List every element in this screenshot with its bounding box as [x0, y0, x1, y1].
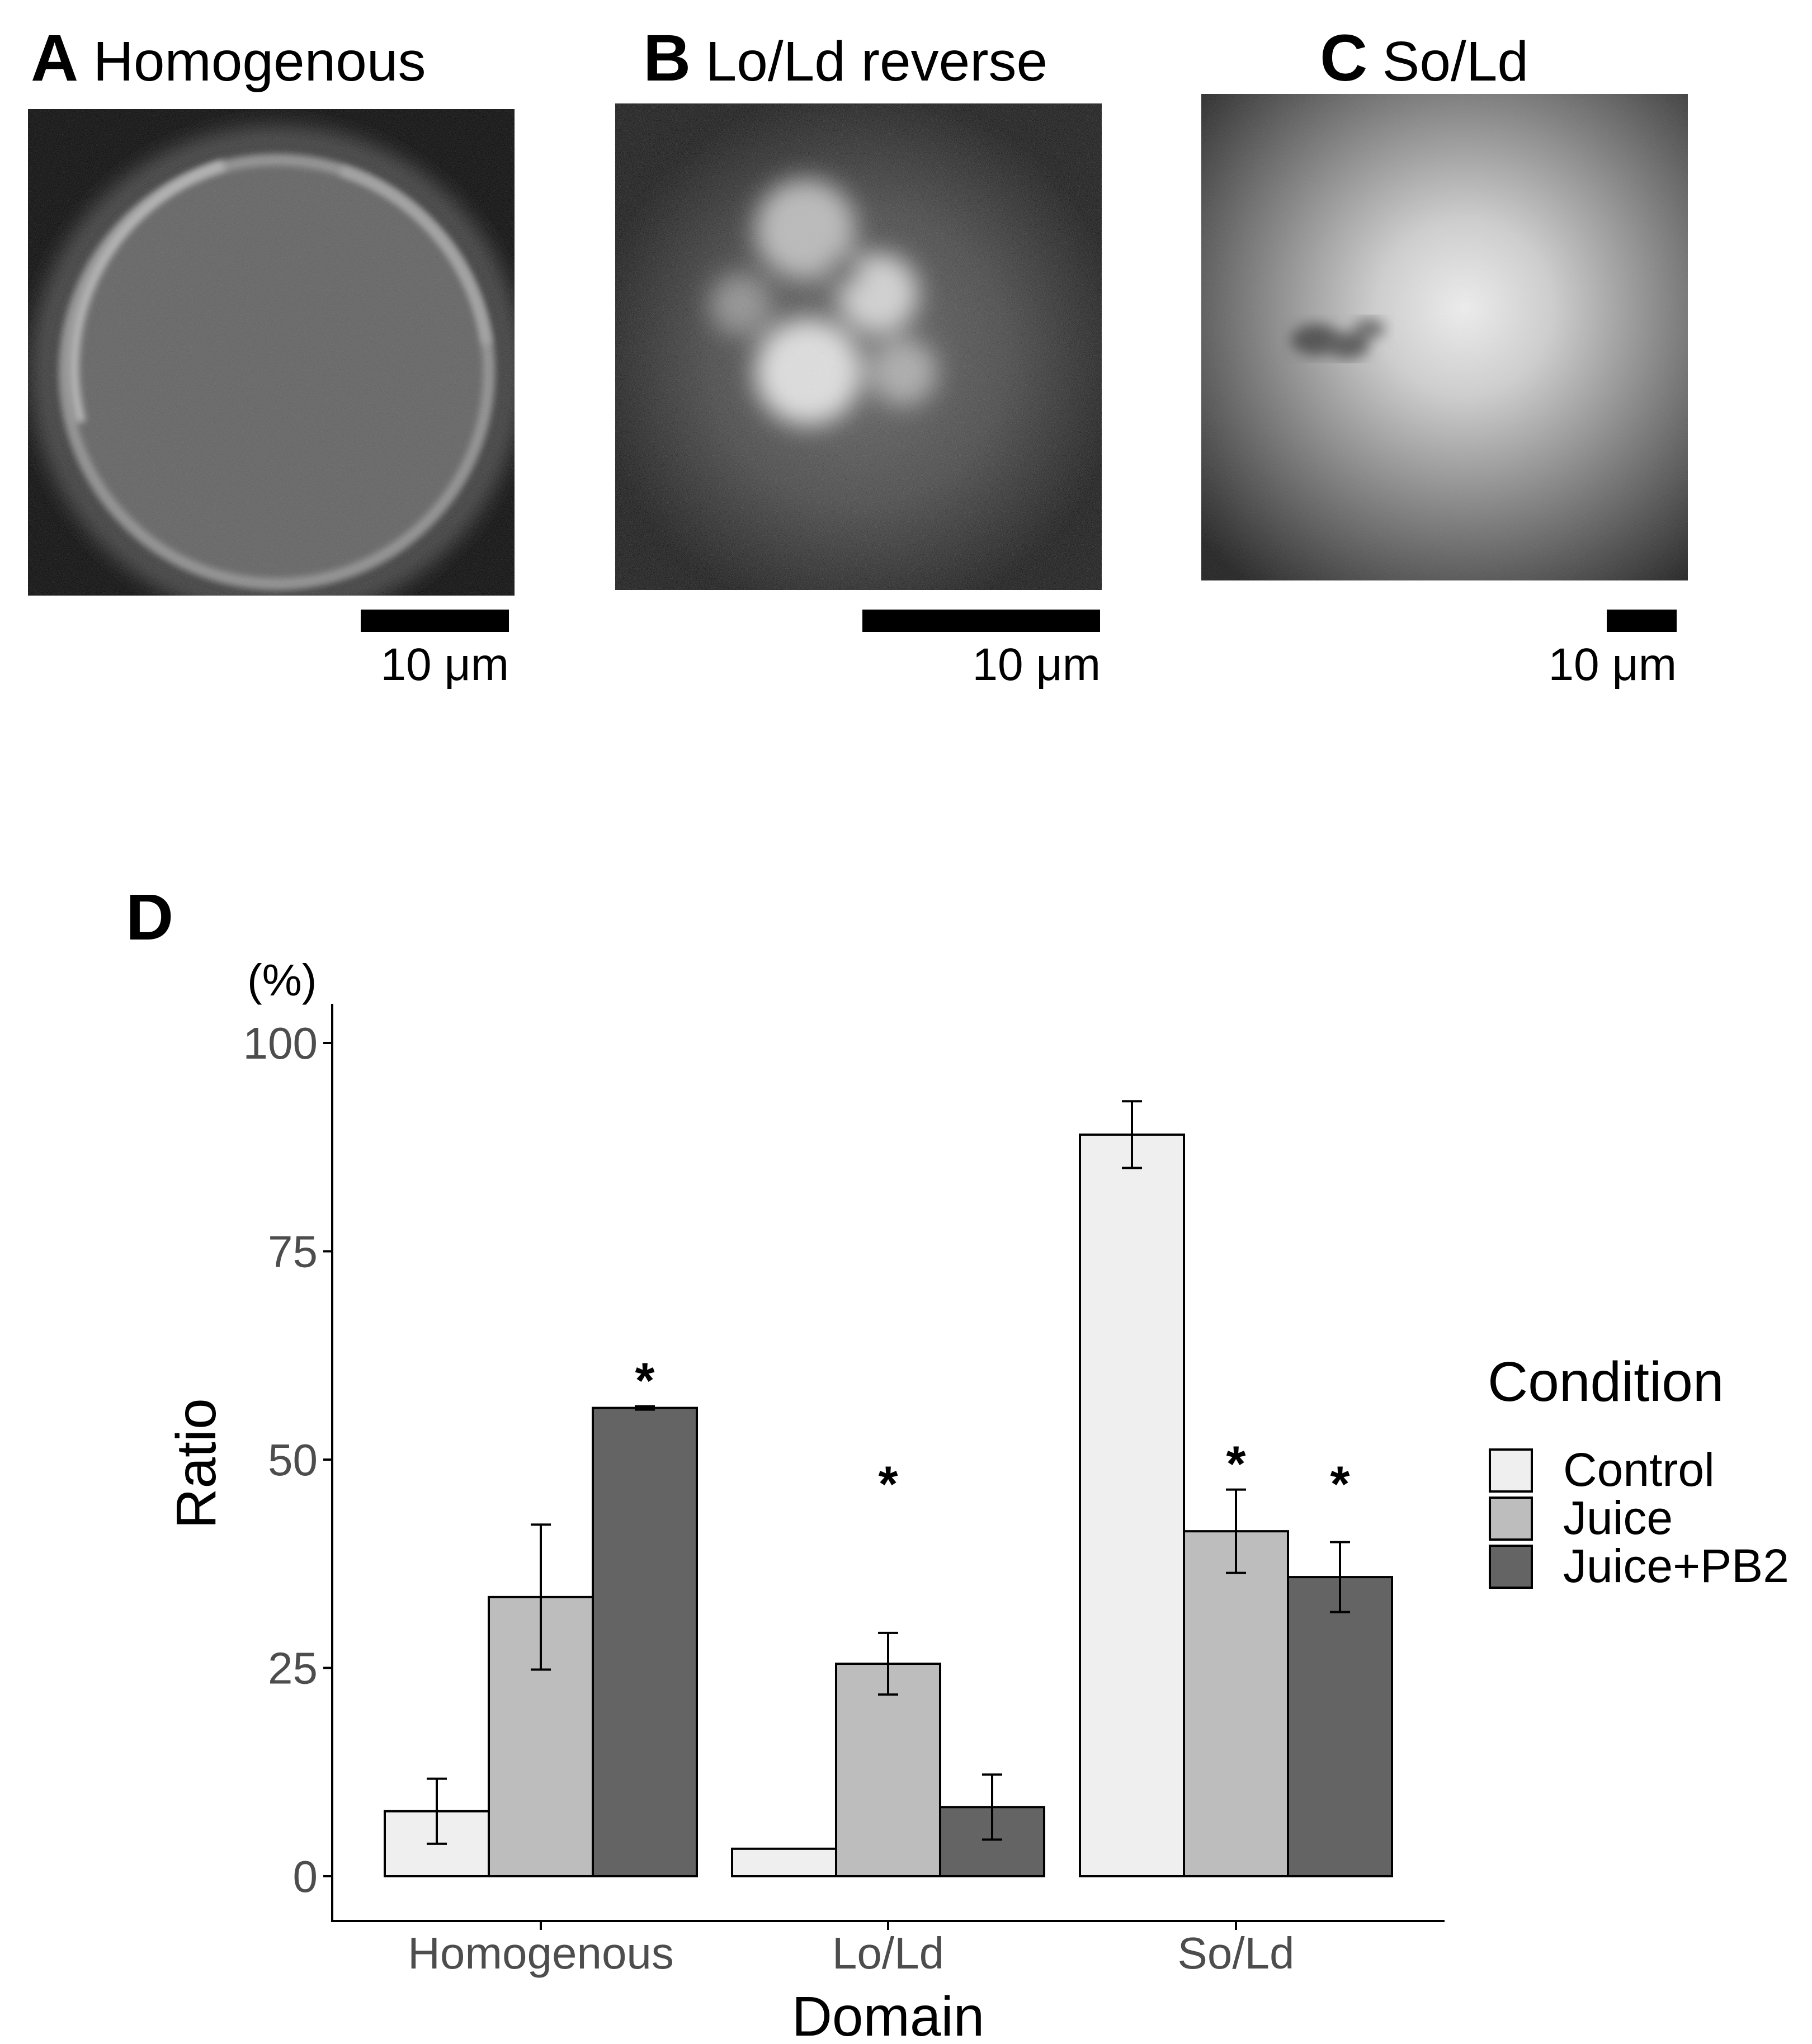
x-tick-label: Lo/Ld — [832, 1928, 944, 1978]
legend-swatch — [1489, 1448, 1533, 1493]
panel-c-letter: C — [1320, 21, 1368, 95]
scale-bar-c — [1607, 610, 1677, 632]
legend-swatch — [1489, 1545, 1533, 1589]
legend-label: Juice+PB2 — [1563, 1540, 1789, 1592]
y-axis-label: Ratio — [165, 1398, 228, 1528]
y-tick-label: 0 — [293, 1852, 318, 1901]
x-tick-label: Homogenous — [408, 1928, 674, 1978]
legend-title: Condition — [1488, 1351, 1724, 1413]
y-tick-label: 25 — [268, 1644, 318, 1693]
scale-label-a: 10 μm — [380, 639, 509, 690]
panel-b-letter: B — [643, 21, 691, 95]
y-tick-label: 50 — [268, 1435, 318, 1485]
bar-control-lo-ld — [731, 1847, 837, 1877]
micrograph-so-ld — [1201, 94, 1688, 580]
bar-juice-pb2-so-ld — [1287, 1576, 1393, 1877]
scale-label-b: 10 μm — [972, 639, 1101, 690]
bar-juice-lo-ld — [835, 1663, 941, 1878]
legend-label: Control — [1563, 1443, 1715, 1496]
panel-a-title: Homogenous — [93, 30, 426, 93]
significance-asterisk: * — [635, 1353, 654, 1409]
panel-b-heading: B Lo/Ld reverse — [643, 25, 1047, 92]
panel-d-letter: D — [126, 895, 173, 954]
panel-b-title: Lo/Ld reverse — [705, 30, 1048, 93]
x-axis-label: Domain — [792, 1985, 985, 2044]
y-tick-label: 75 — [268, 1227, 318, 1277]
significance-asterisk: * — [1330, 1456, 1349, 1512]
scale-bar-b — [862, 610, 1100, 632]
micrograph-homogenous — [28, 109, 515, 596]
unit-label: (%) — [247, 955, 317, 1005]
y-tick-label: 100 — [243, 1018, 318, 1068]
x-tick-label: So/Ld — [1177, 1928, 1294, 1978]
panel-a-letter: A — [31, 21, 79, 95]
bar-chart: D (%) 0 25 50 75 100 * * * * Homogenous Lo/Ld So/… — [126, 895, 1789, 2044]
significance-asterisk: * — [878, 1456, 898, 1512]
panel-a-heading: A Homogenous — [31, 25, 426, 92]
bar-juice-so-ld — [1183, 1530, 1289, 1877]
significance-asterisk: * — [1226, 1437, 1245, 1493]
micrograph-lo-ld-reverse — [615, 103, 1102, 590]
scale-label-c: 10 μm — [1548, 639, 1677, 690]
panel-c-heading: C So/Ld — [1320, 25, 1528, 92]
bar-juice-pb2-homogenous — [592, 1406, 698, 1877]
legend-swatch — [1489, 1497, 1533, 1541]
panel-c-title: So/Ld — [1382, 30, 1528, 93]
bar-control-so-ld — [1079, 1133, 1185, 1877]
legend-label: Juice — [1563, 1491, 1673, 1544]
scale-bar-a — [361, 610, 509, 632]
